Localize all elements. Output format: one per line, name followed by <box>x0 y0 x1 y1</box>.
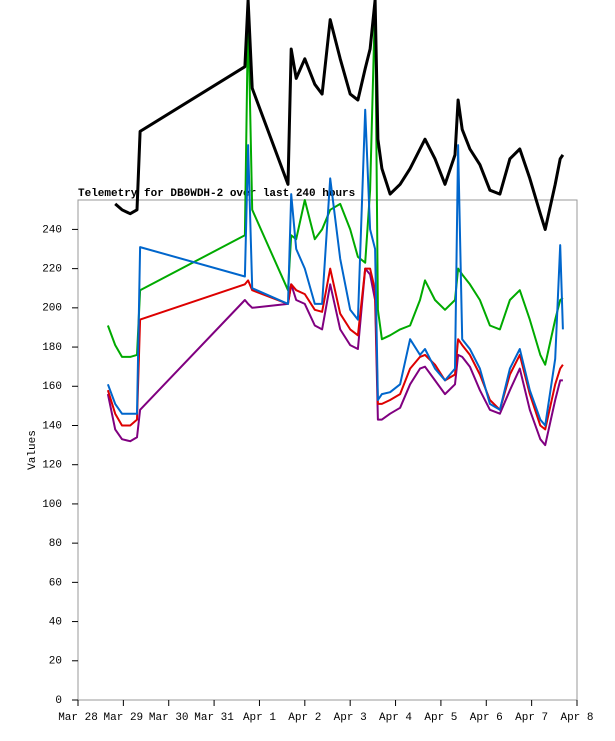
y-tick-label: 80 <box>49 538 62 550</box>
x-tick-label: Mar 29 <box>104 712 144 724</box>
x-tick-label: Apr 8 <box>560 712 593 724</box>
y-tick-label: 160 <box>42 381 62 393</box>
y-tick-label: 40 <box>49 616 62 628</box>
plot-frame <box>77 199 578 701</box>
y-tick-label: 240 <box>42 224 62 236</box>
y-tick-label: 220 <box>42 264 62 276</box>
x-tick-label: Apr 6 <box>470 712 503 724</box>
x-tick-label: Apr 2 <box>288 712 321 724</box>
y-tick-label: 140 <box>42 420 62 432</box>
y-tick-label: 100 <box>42 499 62 511</box>
y-tick-label: 0 <box>55 695 62 707</box>
x-tick-label: Apr 4 <box>379 712 412 724</box>
x-tick-label: Apr 5 <box>424 712 457 724</box>
series-line <box>114 0 565 231</box>
y-tick-label: 180 <box>42 342 62 354</box>
y-tick-label: 120 <box>42 460 62 472</box>
y-axis-label: Values <box>27 430 39 470</box>
y-tick-label: 60 <box>49 577 62 589</box>
y-tick-label: 200 <box>42 303 62 315</box>
x-tick-label: Apr 1 <box>243 712 276 724</box>
x-tick-label: Mar 28 <box>58 712 98 724</box>
x-tick-label: Mar 31 <box>194 712 234 724</box>
series-line <box>106 267 563 447</box>
chart-title: Telemetry for DB0WDH-2 over last 240 hou… <box>78 188 355 200</box>
series-line <box>106 108 564 427</box>
series-line <box>106 0 564 366</box>
x-tick-label: Mar 30 <box>149 712 189 724</box>
y-tick-label: 20 <box>49 656 62 668</box>
x-tick-label: Apr 7 <box>515 712 548 724</box>
x-tick-label: Apr 3 <box>334 712 367 724</box>
